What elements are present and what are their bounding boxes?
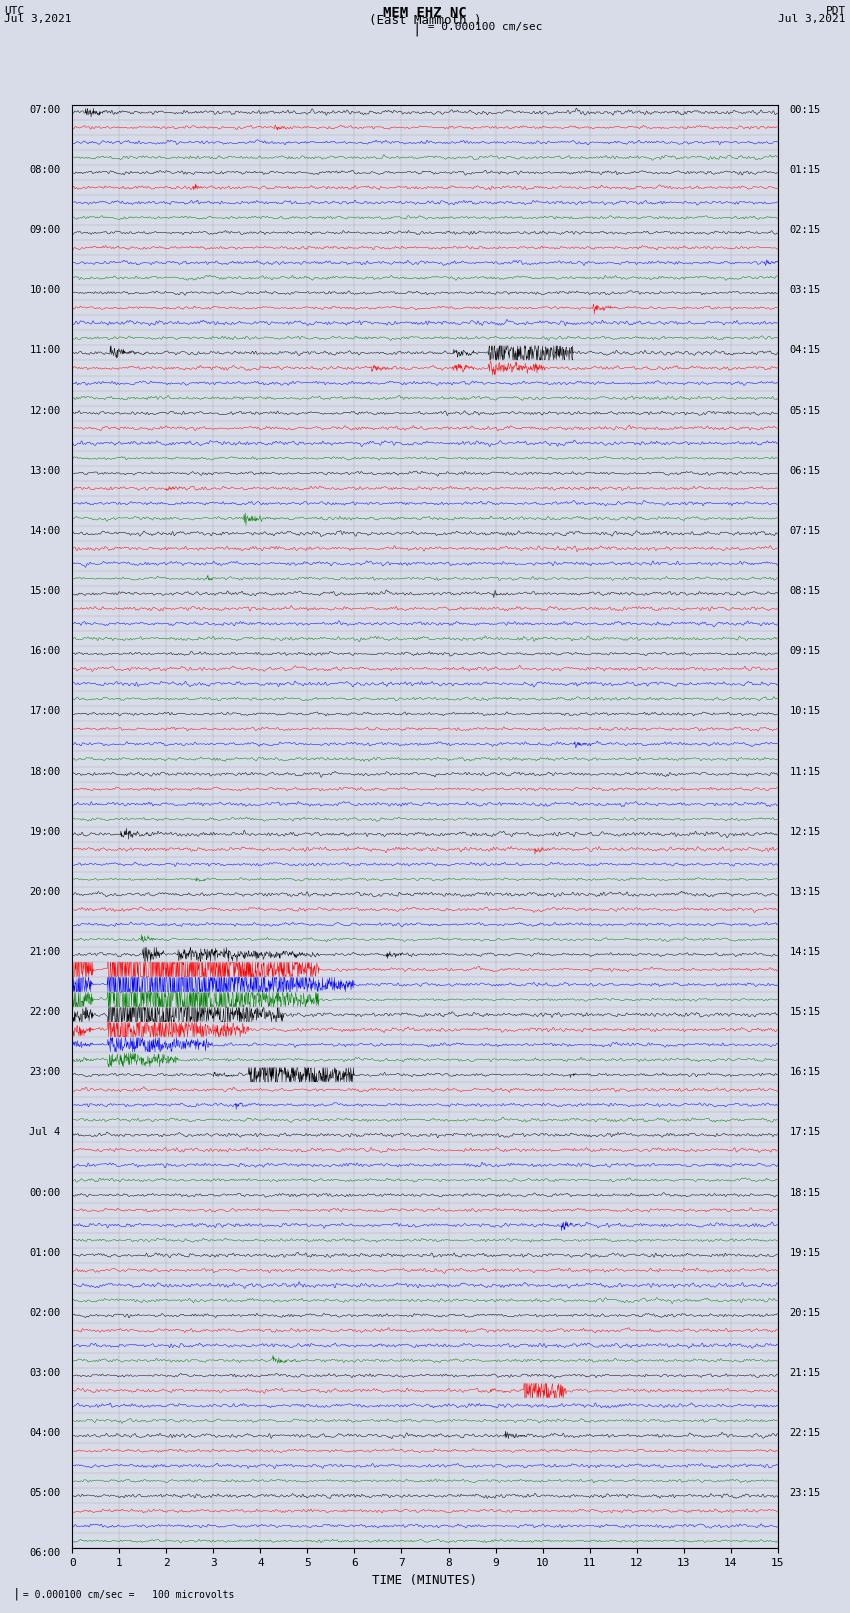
Text: 06:00: 06:00 (29, 1548, 60, 1558)
Text: 18:00: 18:00 (29, 766, 60, 776)
Text: 02:00: 02:00 (29, 1308, 60, 1318)
Text: Jul 3,2021: Jul 3,2021 (4, 13, 71, 24)
Text: 03:15: 03:15 (790, 286, 821, 295)
Text: Jul 4: Jul 4 (29, 1127, 60, 1137)
Text: MEM EHZ NC: MEM EHZ NC (383, 5, 467, 19)
Text: 12:15: 12:15 (790, 826, 821, 837)
Text: 05:00: 05:00 (29, 1489, 60, 1498)
Text: 21:15: 21:15 (790, 1368, 821, 1378)
Text: 15:15: 15:15 (790, 1007, 821, 1018)
Text: |: | (412, 23, 421, 35)
Text: 17:00: 17:00 (29, 706, 60, 716)
Text: 12:00: 12:00 (29, 405, 60, 416)
Text: 13:00: 13:00 (29, 466, 60, 476)
Text: 04:00: 04:00 (29, 1428, 60, 1439)
Text: 18:15: 18:15 (790, 1187, 821, 1197)
Text: 22:15: 22:15 (790, 1428, 821, 1439)
Text: 23:00: 23:00 (29, 1068, 60, 1077)
Text: 14:00: 14:00 (29, 526, 60, 536)
Text: 09:00: 09:00 (29, 226, 60, 235)
Text: Jul 3,2021: Jul 3,2021 (779, 13, 846, 24)
Text: 04:15: 04:15 (790, 345, 821, 355)
Text: = 0.000100 cm/sec =   100 microvolts: = 0.000100 cm/sec = 100 microvolts (17, 1590, 235, 1600)
Text: 19:00: 19:00 (29, 826, 60, 837)
Text: 19:15: 19:15 (790, 1248, 821, 1258)
Text: = 0.000100 cm/sec: = 0.000100 cm/sec (421, 23, 542, 32)
Text: 06:15: 06:15 (790, 466, 821, 476)
Text: 17:15: 17:15 (790, 1127, 821, 1137)
Text: |: | (13, 1587, 20, 1600)
Text: (East Mammoth ): (East Mammoth ) (369, 13, 481, 27)
Text: 16:00: 16:00 (29, 647, 60, 656)
X-axis label: TIME (MINUTES): TIME (MINUTES) (372, 1574, 478, 1587)
Text: 09:15: 09:15 (790, 647, 821, 656)
Text: 23:15: 23:15 (790, 1489, 821, 1498)
Text: 00:15: 00:15 (790, 105, 821, 115)
Text: 07:00: 07:00 (29, 105, 60, 115)
Text: 11:00: 11:00 (29, 345, 60, 355)
Text: 11:15: 11:15 (790, 766, 821, 776)
Text: 20:15: 20:15 (790, 1308, 821, 1318)
Text: 07:15: 07:15 (790, 526, 821, 536)
Text: 21:00: 21:00 (29, 947, 60, 957)
Text: 10:00: 10:00 (29, 286, 60, 295)
Text: 03:00: 03:00 (29, 1368, 60, 1378)
Text: 08:00: 08:00 (29, 165, 60, 174)
Text: 13:15: 13:15 (790, 887, 821, 897)
Text: 14:15: 14:15 (790, 947, 821, 957)
Text: 01:15: 01:15 (790, 165, 821, 174)
Text: 16:15: 16:15 (790, 1068, 821, 1077)
Text: UTC: UTC (4, 5, 25, 16)
Text: 08:15: 08:15 (790, 586, 821, 597)
Text: 22:00: 22:00 (29, 1007, 60, 1018)
Text: 01:00: 01:00 (29, 1248, 60, 1258)
Text: 10:15: 10:15 (790, 706, 821, 716)
Text: 00:00: 00:00 (29, 1187, 60, 1197)
Text: 15:00: 15:00 (29, 586, 60, 597)
Text: 02:15: 02:15 (790, 226, 821, 235)
Text: 05:15: 05:15 (790, 405, 821, 416)
Text: PDT: PDT (825, 5, 846, 16)
Text: 20:00: 20:00 (29, 887, 60, 897)
